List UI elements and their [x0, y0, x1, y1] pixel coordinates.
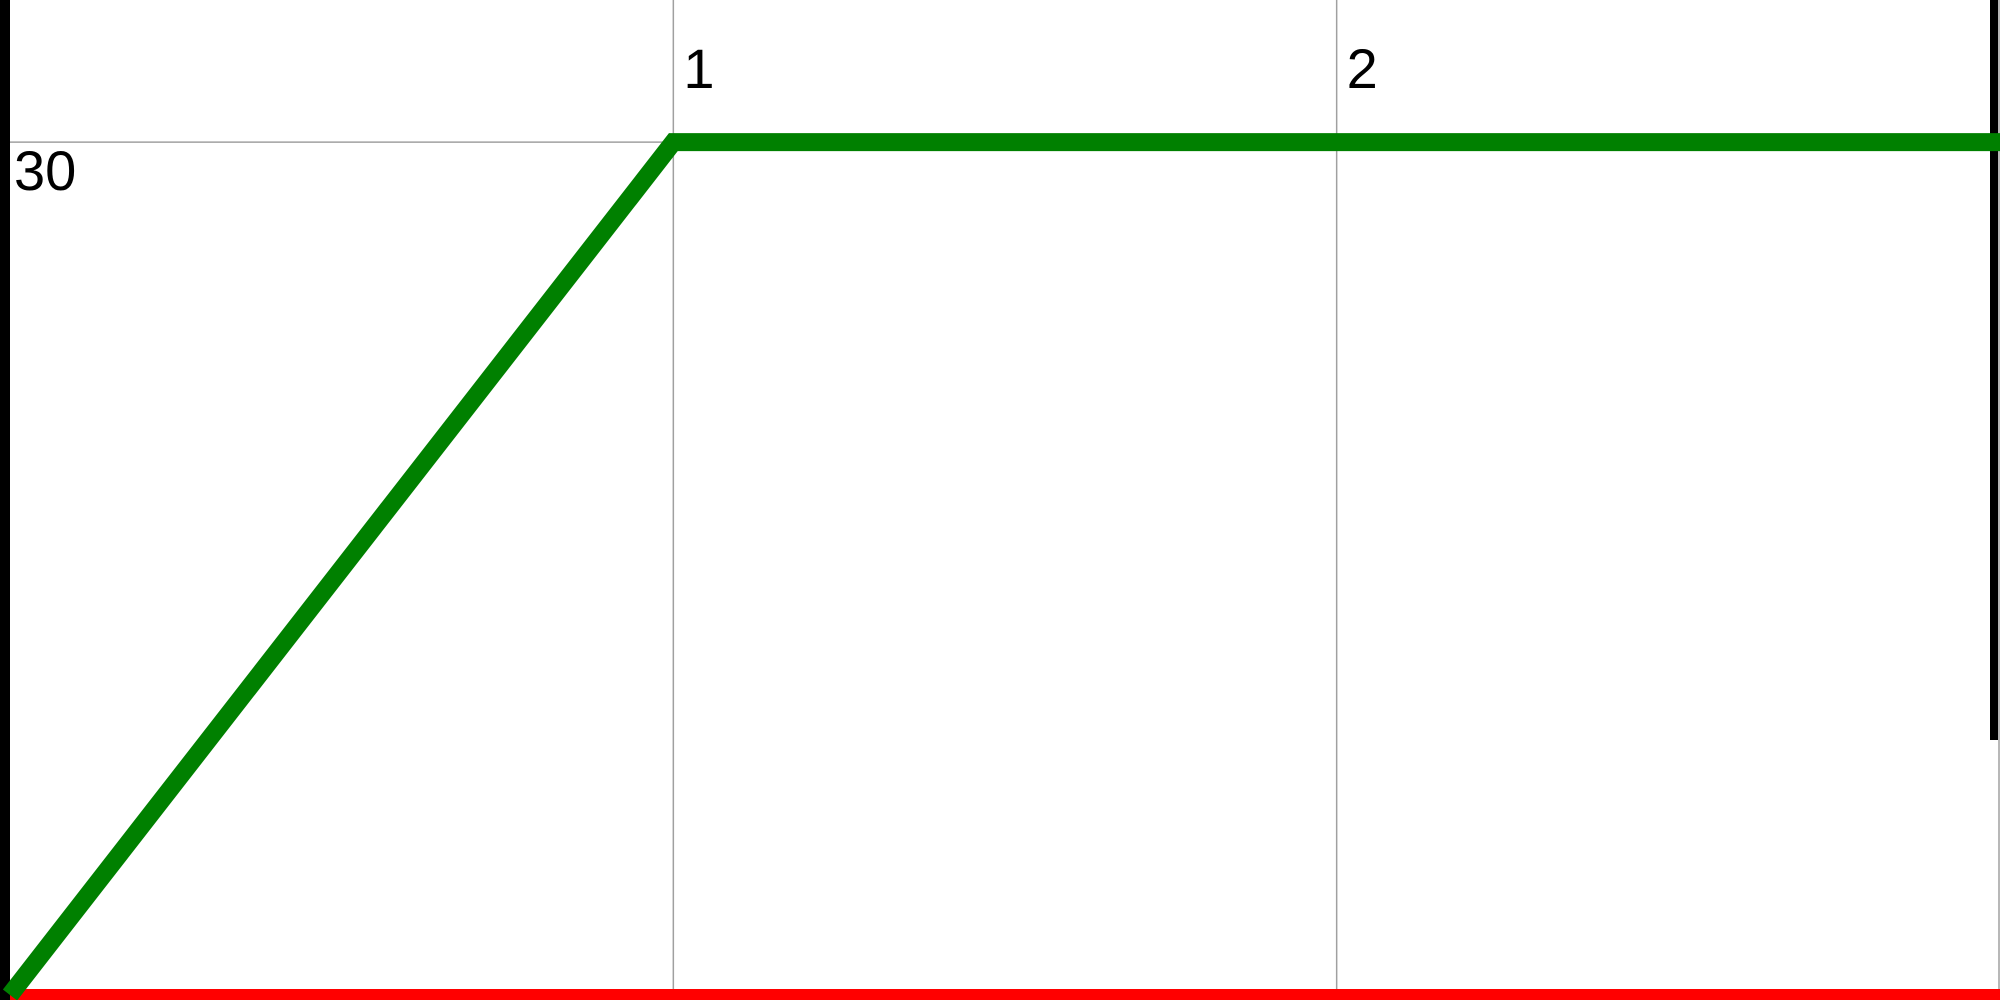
series-line-0: [2, 133, 2000, 1000]
x-tick-label-1: 1: [683, 37, 714, 100]
x-tick-label-2: 2: [1347, 37, 1378, 100]
y-tick-label-30: 30: [14, 139, 76, 202]
data-series: [2, 133, 2000, 1000]
tick-labels: 1 2 30: [14, 37, 1378, 202]
